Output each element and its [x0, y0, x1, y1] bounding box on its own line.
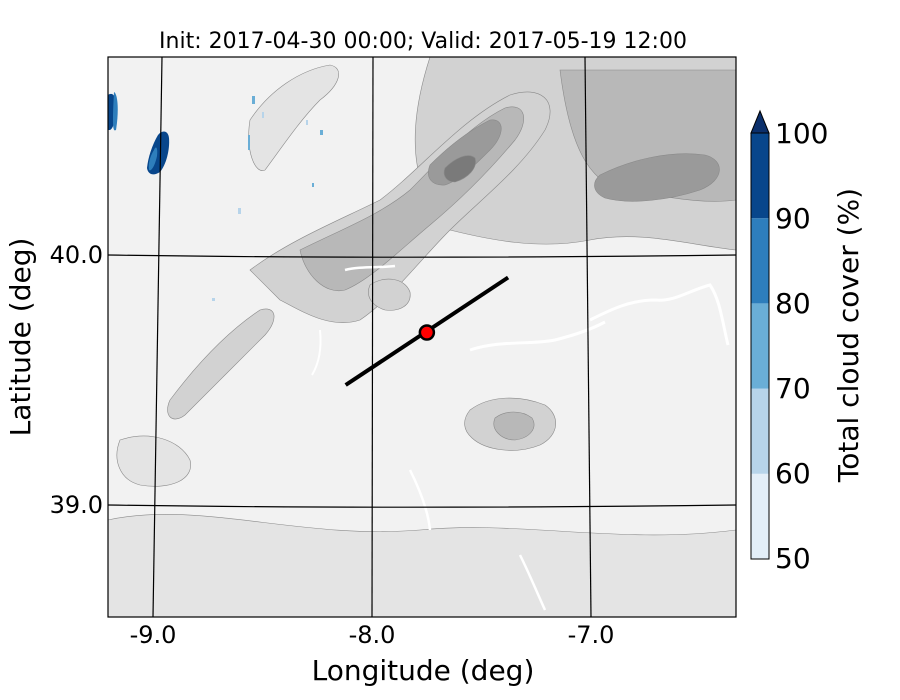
x-tick-label: -8.0	[349, 621, 396, 649]
terrain-ne-hills	[594, 153, 720, 202]
terrain-northwest-streak	[248, 64, 339, 171]
terrain-shading	[108, 57, 736, 617]
terrain-low-south	[108, 514, 736, 617]
terrain-sw-patch	[116, 435, 191, 487]
y-tick-label: 40.0	[50, 241, 103, 269]
cloud-fleck-5	[320, 130, 323, 135]
terrain-central-patch	[368, 278, 411, 311]
cloud-patch-west-edge	[112, 92, 118, 131]
colorbar-segment	[751, 388, 769, 474]
colorbar-tick-label: 70	[775, 372, 811, 405]
gridline-lat-40	[108, 254, 736, 258]
colorbar-segment	[751, 303, 769, 389]
cloud-fleck-8	[212, 298, 215, 301]
colorbar-tick-label: 100	[775, 117, 828, 150]
map-area	[108, 57, 736, 617]
gridline-lon-minus-8	[371, 57, 374, 617]
cloud-fleck-7	[312, 183, 314, 187]
y-tick-label: 39.0	[50, 491, 103, 519]
cloud-fleck-6	[238, 208, 241, 214]
x-tick-label: -7.0	[568, 621, 615, 649]
colorbar-segment	[751, 473, 769, 559]
colorbar: 50 60 70 80 90 100 Total cloud cover (%)	[750, 109, 865, 575]
location-marker	[418, 324, 436, 341]
gridline-lon-minus-7	[584, 57, 592, 617]
colorbar-segment	[751, 133, 769, 219]
colorbar-tick-label: 90	[775, 202, 811, 235]
cloud-patch-northwest-edge	[148, 147, 158, 171]
cloud-fleck-4	[306, 120, 308, 125]
colorbar-extend-arrow	[750, 109, 770, 134]
river-1	[589, 283, 730, 346]
cloud-fleck-2	[262, 112, 264, 118]
graticule	[108, 57, 736, 617]
terrain-peak	[443, 155, 476, 183]
colorbar-segment	[751, 218, 769, 304]
gridline-lat-39	[108, 504, 736, 508]
colorbar-segments	[751, 133, 769, 559]
colorbar-tick-label: 80	[775, 287, 811, 320]
cloud-cover	[108, 92, 323, 301]
cloud-fleck-3	[248, 135, 250, 150]
river-4	[408, 469, 547, 611]
y-axis-title: Latitude (deg)	[4, 238, 37, 437]
x-tick-label: -9.0	[130, 621, 177, 649]
terrain-west-streak	[167, 308, 275, 420]
river-2	[469, 320, 606, 352]
x-axis-title: Longitude (deg)	[312, 654, 535, 687]
colorbar-title: Total cloud cover (%)	[832, 188, 865, 483]
colorbar-tick-label: 50	[775, 542, 811, 575]
river-3	[344, 264, 396, 272]
river-5	[311, 329, 322, 376]
gridline-lon-minus-9	[152, 57, 163, 617]
cloud-fleck-1	[252, 96, 255, 104]
colorbar-frame	[750, 132, 770, 560]
plot-title: Init: 2017-04-30 00:00; Valid: 2017-05-1…	[159, 29, 687, 54]
terrain-south-hills-core	[493, 411, 535, 441]
colorbar-tick-label: 60	[775, 457, 811, 490]
plot-frame	[107, 56, 737, 618]
